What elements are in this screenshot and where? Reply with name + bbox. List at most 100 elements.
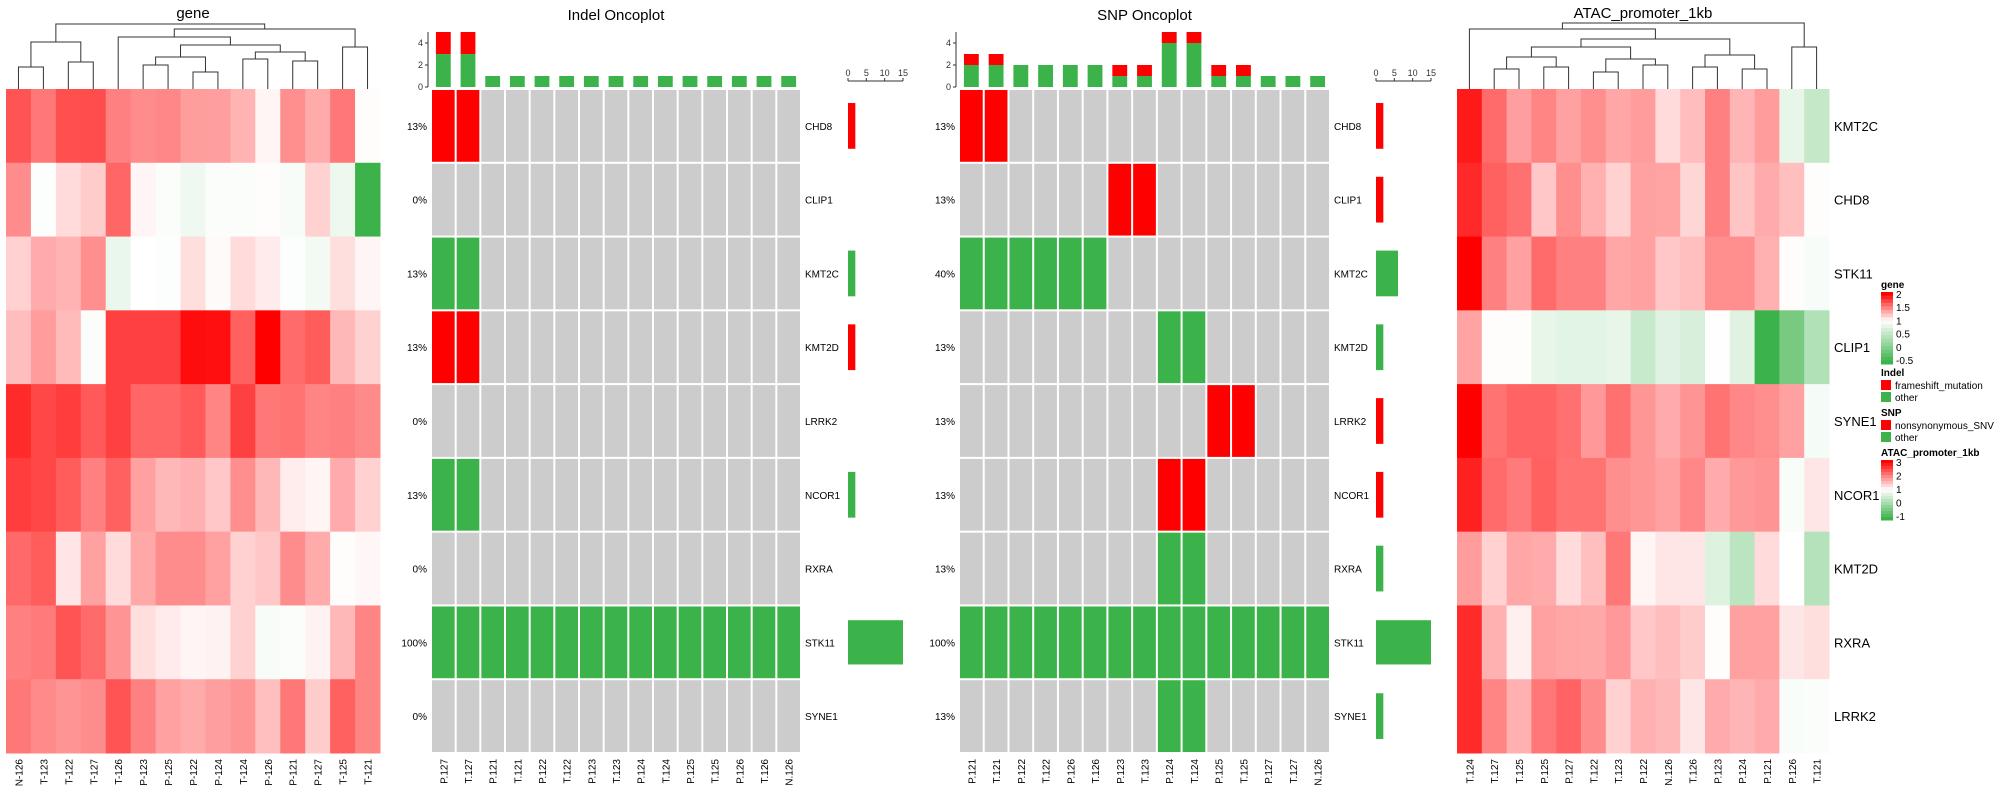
- oncoplot-cell: [456, 606, 480, 679]
- dendrogram-branch: [1493, 68, 1520, 87]
- column-label: P-122: [189, 759, 200, 786]
- oncoplot-cell: [1182, 458, 1206, 531]
- heatmap-cell: [1804, 384, 1830, 459]
- top-bar-other: [1013, 65, 1029, 87]
- oncoplot-cell: [777, 237, 800, 310]
- heatmap-cell: [1481, 531, 1508, 606]
- legend-gradient: [1881, 331, 1893, 336]
- oncoplot-cell: [1232, 458, 1255, 531]
- oncoplot-cell: [1133, 311, 1156, 384]
- oncoplot-cell: [984, 163, 1008, 236]
- oncoplot-cell: [1058, 458, 1082, 531]
- heatmap-cell: [1531, 89, 1557, 164]
- oncoplot-cell: [432, 163, 455, 236]
- heatmap-cell: [30, 531, 57, 606]
- oncoplot-cell: [728, 311, 751, 384]
- oncoplot-cell: [1157, 606, 1181, 679]
- oncoplot-cell: [1157, 680, 1181, 752]
- row-percent: 13%: [935, 196, 955, 207]
- sample-label: P.121: [967, 759, 978, 784]
- oncoplot-cell: [629, 680, 652, 752]
- legend-gradient: [1881, 295, 1893, 300]
- legend-gradient: [1881, 310, 1893, 315]
- row-percent: 0%: [413, 712, 428, 723]
- heatmap-cell: [180, 310, 206, 385]
- oncoplot-cell: [1009, 385, 1033, 457]
- heatmap-cell: [1605, 679, 1632, 754]
- oncoplot-cell: [456, 532, 480, 605]
- heatmap-cell: [1655, 310, 1681, 385]
- sample-label: T.121: [513, 759, 524, 784]
- legend-tick: 2: [1896, 290, 1902, 301]
- heatmap-cell: [1457, 236, 1483, 311]
- oncoplot-cell: [1256, 385, 1280, 457]
- oncoplot-cell: [604, 90, 628, 162]
- heatmap-cell: [1605, 531, 1632, 606]
- dendrogram-branch: [254, 51, 306, 61]
- legend-gradient: [1881, 328, 1893, 333]
- dendrogram-branch: [1468, 28, 1656, 87]
- top-bar-other: [509, 76, 525, 87]
- heatmap-cell: [130, 89, 157, 164]
- heatmap-cell: [1655, 384, 1681, 459]
- legend-gradient: [1881, 508, 1893, 512]
- heatmap-cell: [1804, 89, 1830, 164]
- heatmap-cell: [130, 384, 157, 459]
- column-label: P.126: [1788, 759, 1799, 784]
- oncoplot-cell: [1058, 532, 1082, 605]
- oncoplot-cell: [1108, 385, 1132, 457]
- oncoplot-cell: [984, 90, 1008, 162]
- oncoplot-cell: [481, 385, 504, 457]
- right-axis-label: 10: [880, 68, 890, 78]
- legend-gradient: [1881, 505, 1893, 509]
- oncoplot-cell: [728, 680, 751, 752]
- heatmap-cell: [205, 236, 231, 311]
- oncoplot-cell: [530, 163, 554, 236]
- dendrogram-branch: [192, 71, 219, 87]
- oncoplot-cell: [1182, 163, 1206, 236]
- heatmap-atac: ATAC_promoter_1kb KMT2C CHD8 STK11 CLIP1 SYNE…: [1457, 5, 1880, 786]
- legend-gradient: [1881, 317, 1893, 322]
- heatmap-cell: [1754, 605, 1780, 680]
- column-label: T.125: [1515, 759, 1526, 784]
- oncoplot-cell: [1133, 385, 1156, 457]
- legend-tick: 3: [1896, 458, 1902, 469]
- oncoplot-cell: [654, 680, 677, 752]
- indel-oncoplot: Indel Oncoplot 13% CHD8 0% CLIP1 13% KMT2C 13% K…: [401, 7, 908, 786]
- top-bar-other: [731, 76, 747, 87]
- heatmap-cell: [305, 236, 331, 311]
- row-label: KMT2C: [1834, 119, 1878, 134]
- legend-gradient: [1881, 460, 1893, 464]
- heatmap-cell: [230, 236, 256, 311]
- gene-label: STK11: [805, 638, 835, 649]
- oncoplot-cell: [752, 311, 776, 384]
- gene-label: NCOR1: [805, 491, 840, 502]
- legend-gradient: [1881, 320, 1893, 325]
- sample-label: P.127: [439, 759, 450, 784]
- gene-label: CHD8: [1334, 122, 1362, 133]
- oncoplot-cell: [481, 311, 504, 384]
- heatmap-cell: [305, 310, 331, 385]
- oncoplot-cell: [456, 680, 480, 752]
- heatmap-cell: [1754, 679, 1780, 754]
- row-label: LRRK2: [1834, 709, 1876, 724]
- oncoplot-cell: [580, 385, 603, 457]
- oncoplot-cell: [629, 606, 652, 679]
- legend-tick: 0.5: [1896, 330, 1910, 341]
- legend-label: frameshift_mutation: [1895, 381, 1983, 392]
- sample-label: P.126: [1066, 759, 1077, 784]
- sample-label: P.122: [538, 759, 549, 784]
- oncoplot-cell: [1108, 458, 1132, 531]
- dendrogram-branch: [67, 61, 94, 87]
- column-label: P-121: [289, 759, 300, 786]
- heatmap-cell: [80, 605, 107, 680]
- heatmap-cell: [1630, 162, 1656, 238]
- oncoplot-cell: [481, 680, 504, 752]
- heatmap-cell: [30, 162, 57, 238]
- gene-label: STK11: [1334, 638, 1364, 649]
- legend-gradient: [1881, 324, 1893, 329]
- oncoplot-cell: [1009, 532, 1033, 605]
- heatmap-cell: [255, 310, 281, 385]
- heatmap-cell: [180, 236, 206, 311]
- top-bar-other: [1038, 65, 1053, 87]
